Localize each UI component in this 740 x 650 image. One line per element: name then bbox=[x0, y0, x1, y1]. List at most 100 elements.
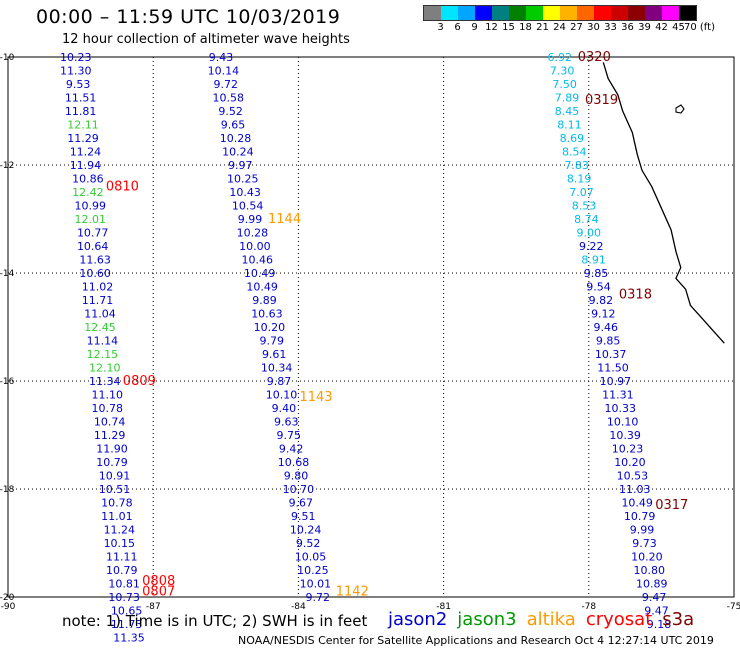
color-swatch bbox=[645, 6, 662, 20]
lat-tick-label: -10 bbox=[0, 53, 15, 63]
pass-time-label: 1142 bbox=[336, 585, 369, 600]
color-scale-label: 12 bbox=[485, 22, 498, 33]
wave-height-value: 10.51 bbox=[99, 483, 131, 496]
wave-height-value: 10.15 bbox=[104, 537, 136, 550]
wave-height-value: 10.64 bbox=[77, 240, 109, 253]
wave-height-value: 10.80 bbox=[634, 564, 666, 577]
wave-height-value: 11.04 bbox=[84, 308, 116, 321]
wave-height-value: 9.40 bbox=[272, 402, 297, 415]
wave-height-value: 10.49 bbox=[244, 267, 276, 280]
wave-height-value: 10.78 bbox=[91, 402, 123, 415]
color-swatch bbox=[526, 6, 543, 20]
color-scale-label: 30 bbox=[587, 22, 600, 33]
coastline bbox=[602, 62, 725, 344]
satellite-legend-cryosat: cryosat bbox=[585, 609, 653, 630]
wave-height-value: 11.11 bbox=[106, 551, 138, 564]
color-swatch bbox=[492, 6, 509, 20]
wave-height-value: 9.52 bbox=[296, 537, 321, 550]
wave-height-value: 9.47 bbox=[644, 605, 669, 618]
color-swatch bbox=[662, 6, 679, 20]
wave-height-value: 12.15 bbox=[87, 348, 119, 361]
wave-height-value: 8.91 bbox=[581, 254, 606, 267]
map-frame bbox=[7, 56, 735, 598]
color-scale-label: 70 (ft) bbox=[684, 22, 715, 33]
wave-height-value: 10.28 bbox=[220, 132, 252, 145]
color-swatch bbox=[543, 6, 560, 20]
satellite-legend-altika: altika bbox=[526, 609, 576, 630]
wave-height-value: 9.22 bbox=[579, 240, 604, 253]
color-scale-label: 3 bbox=[437, 22, 444, 33]
wave-height-value: 9.99 bbox=[238, 213, 263, 226]
pass-time-label: 0809 bbox=[123, 374, 156, 389]
wave-height-value: 10.49 bbox=[621, 497, 653, 510]
wave-height-value: 7.50 bbox=[552, 78, 577, 91]
color-swatch bbox=[475, 6, 492, 20]
wave-height-value: 9.18 bbox=[647, 618, 672, 631]
wave-height-value: 9.97 bbox=[228, 159, 253, 172]
wave-height-value: 12.42 bbox=[72, 186, 104, 199]
wave-height-value: 10.05 bbox=[295, 551, 327, 564]
color-swatch bbox=[577, 6, 594, 20]
wave-height-value: 8.11 bbox=[557, 119, 582, 132]
color-swatch bbox=[594, 6, 611, 20]
wave-height-value: 9.79 bbox=[260, 335, 285, 348]
color-swatch bbox=[628, 6, 645, 20]
wave-height-value: 11.14 bbox=[87, 335, 119, 348]
wave-height-value: 9.85 bbox=[584, 267, 609, 280]
wave-height-value: 9.53 bbox=[66, 78, 91, 91]
wave-height-value: 10.25 bbox=[227, 173, 259, 186]
color-swatch bbox=[424, 6, 441, 20]
wave-height-value: 10.23 bbox=[612, 443, 644, 456]
wave-height-value: 11.90 bbox=[96, 443, 128, 456]
lon-tick-label: -81 bbox=[436, 602, 451, 612]
wave-height-value: 11.29 bbox=[67, 132, 99, 145]
lat-tick-label: -12 bbox=[0, 161, 14, 171]
wave-height-value: 9.52 bbox=[218, 105, 243, 118]
wave-height-value: 10.79 bbox=[624, 510, 656, 523]
wave-height-value: 9.00 bbox=[577, 227, 602, 240]
color-scale-label: 21 bbox=[536, 22, 549, 33]
color-scale-label: 45 bbox=[672, 22, 685, 33]
wave-height-value: 11.01 bbox=[101, 510, 133, 523]
color-scale-label: 42 bbox=[655, 22, 668, 33]
wave-height-value: 11.02 bbox=[82, 281, 114, 294]
wave-height-value: 10.86 bbox=[72, 173, 104, 186]
wave-height-value: 8.54 bbox=[562, 146, 587, 159]
wave-height-value: 10.74 bbox=[94, 416, 126, 429]
wave-height-value: 10.34 bbox=[261, 362, 293, 375]
wave-height-value: 9.42 bbox=[279, 443, 304, 456]
pass-time-label: 0808 bbox=[142, 574, 175, 589]
wave-height-value: 9.54 bbox=[586, 281, 611, 294]
color-scale-label: 6 bbox=[454, 22, 461, 33]
wave-height-value: 11.30 bbox=[60, 65, 92, 78]
wave-height-value: 10.97 bbox=[600, 375, 632, 388]
wave-height-value: 11.10 bbox=[91, 389, 123, 402]
wave-height-value: 10.77 bbox=[77, 227, 109, 240]
wave-height-value: 10.89 bbox=[636, 578, 668, 591]
wave-height-value: 8.45 bbox=[555, 105, 580, 118]
lon-tick-label: -90 bbox=[1, 602, 16, 612]
wave-height-value: 11.03 bbox=[619, 483, 651, 496]
wave-height-value: 9.67 bbox=[289, 497, 314, 510]
wave-height-value: 11.31 bbox=[602, 389, 634, 402]
wave-height-value: 11.29 bbox=[94, 429, 126, 442]
wave-height-value: 10.28 bbox=[237, 227, 269, 240]
wave-height-value: 10.65 bbox=[111, 605, 143, 618]
satellite-legend-jason3: jason3 bbox=[457, 609, 517, 630]
wave-height-value: 8.19 bbox=[567, 173, 592, 186]
wave-height-value: 10.00 bbox=[239, 240, 271, 253]
wave-height-value: 10.25 bbox=[297, 564, 329, 577]
wave-height-value: 10.63 bbox=[251, 308, 283, 321]
color-swatch bbox=[560, 6, 577, 20]
wave-height-value: 10.58 bbox=[212, 92, 244, 105]
wave-height-value: 9.75 bbox=[276, 429, 301, 442]
wave-height-value: 11.50 bbox=[597, 362, 629, 375]
wave-height-value: 9.51 bbox=[291, 510, 316, 523]
wave-height-value: 9.82 bbox=[589, 294, 614, 307]
wave-height-value: 10.73 bbox=[108, 591, 140, 604]
satellite-legend-jason2: jason2 bbox=[388, 609, 448, 630]
satellite-legend: jason2 jason3 altika cryosat s3a bbox=[388, 609, 704, 630]
wave-height-value: 11.34 bbox=[89, 375, 121, 388]
lat-tick-label: -14 bbox=[0, 269, 15, 279]
